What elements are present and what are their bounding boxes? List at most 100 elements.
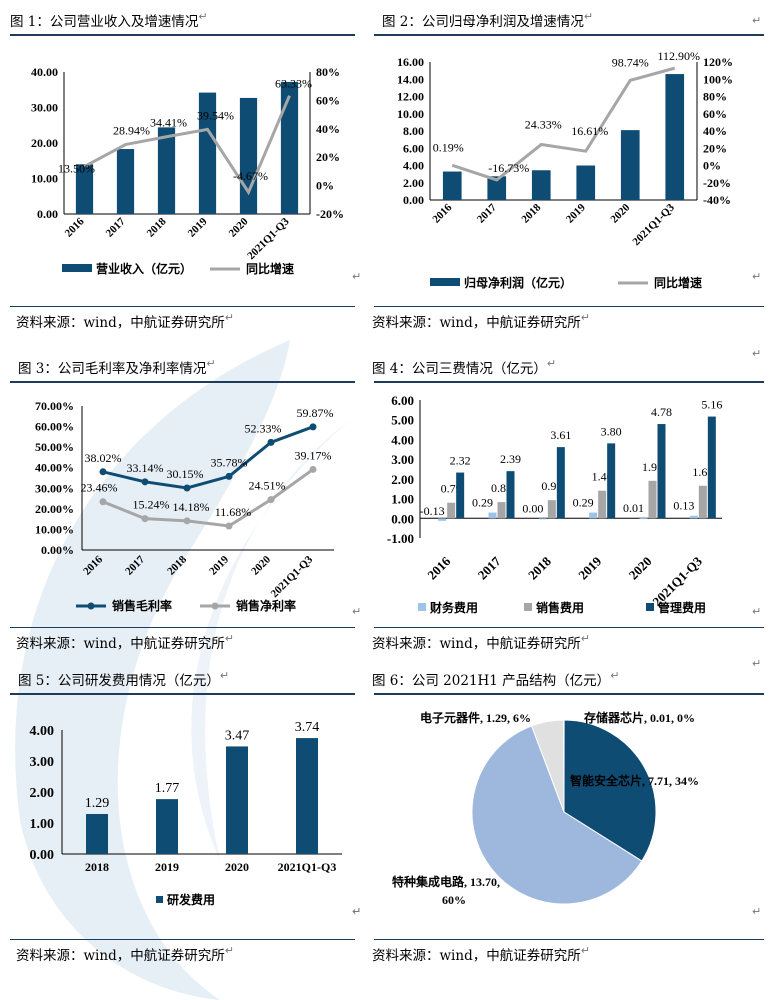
caption-rule xyxy=(374,693,764,695)
bar xyxy=(607,443,615,518)
y-tick-label: 1.00 xyxy=(391,492,414,507)
chart-margins: 0.00%10.00%20.00%30.00%40.00%50.00%60.00… xyxy=(0,386,372,624)
data-label: 52.33% xyxy=(245,421,282,435)
source-note-2: 资料来源：wind，中航证券研究所↵ xyxy=(372,311,581,331)
figure-caption-1: 图 1：公司营业收入及增速情况↵ xyxy=(10,10,198,30)
y-tick-label: 70.00% xyxy=(35,399,74,413)
data-label: 2.32 xyxy=(450,454,471,468)
x-tick-label: 2019 xyxy=(207,553,231,577)
series-marker xyxy=(184,484,191,491)
data-label: 23.46% xyxy=(81,481,118,495)
y-tick-label-right: 20% xyxy=(316,150,340,164)
x-tick-label: 2020 xyxy=(227,215,251,239)
data-label: -4.67% xyxy=(233,169,268,183)
x-tick-label: 2021Q1-Q3 xyxy=(278,860,337,874)
data-label: 30.15% xyxy=(167,467,204,481)
y-tick-label-left: 40.00 xyxy=(31,65,58,79)
x-tick-label: 2017 xyxy=(475,201,499,225)
y-tick-label-left: 20.00 xyxy=(31,136,58,150)
y-tick-label: 6.00 xyxy=(391,393,414,408)
source-rule xyxy=(10,627,355,628)
y-tick-label-right: 0% xyxy=(316,179,334,193)
bar xyxy=(649,481,657,518)
x-tick-label: 2019 xyxy=(155,860,179,874)
x-tick-label: 2017 xyxy=(475,553,504,582)
source-note-3: 资料来源：wind，中航证券研究所↵ xyxy=(16,632,225,652)
bar xyxy=(456,473,464,519)
y-tick-label: 2.00 xyxy=(391,472,414,487)
data-label: 3.61 xyxy=(550,428,571,442)
bar xyxy=(699,486,707,519)
source-note-4: 资料来源：wind，中航证券研究所↵ xyxy=(372,632,581,652)
series-marker xyxy=(142,478,149,485)
data-label: 33.14% xyxy=(127,461,164,475)
figure-caption-6: 图 6：公司 2021H1 产品结构（亿元）↵ xyxy=(372,669,610,689)
chart-net-profit: 0.002.004.006.008.0010.0012.0014.0016.00… xyxy=(372,40,772,302)
y-tick-label: 5.00 xyxy=(391,413,414,428)
x-tick-label: 2016 xyxy=(63,215,87,239)
data-label: 3.47 xyxy=(225,728,250,743)
y-tick-label: -1.00 xyxy=(387,531,414,546)
source-rule xyxy=(374,306,764,307)
series-marker xyxy=(100,498,107,505)
y-tick-label-right: 100% xyxy=(703,72,733,86)
bar xyxy=(548,500,556,518)
y-tick-label-right: 0% xyxy=(703,159,721,173)
data-label: 63.33% xyxy=(275,77,312,91)
y-tick-label-left: 12.00 xyxy=(397,90,424,104)
y-tick-label: 0.00% xyxy=(41,543,74,557)
data-label: 98.74% xyxy=(612,55,649,69)
y-tick-label: 3.00 xyxy=(391,452,414,467)
data-label: 3.80 xyxy=(601,424,622,438)
legend-label: 销售净利率 xyxy=(236,598,296,613)
y-tick-label: 0.00 xyxy=(391,511,414,526)
bar xyxy=(658,424,666,518)
legend-swatch xyxy=(156,896,163,903)
bar xyxy=(690,516,698,519)
data-label: 35.78% xyxy=(211,455,248,469)
bar xyxy=(589,513,597,519)
bar xyxy=(621,130,640,200)
x-tick-label: 2018 xyxy=(525,553,554,582)
bar xyxy=(539,518,547,519)
paragraph-mark: ↵ xyxy=(752,657,761,670)
y-tick-label-right: 40% xyxy=(316,122,340,136)
series-marker xyxy=(268,496,275,503)
data-label: -16.73% xyxy=(488,161,529,175)
y-tick-label-left: 4.00 xyxy=(403,159,424,173)
data-label: 0.19% xyxy=(433,140,464,154)
data-label: 4.78 xyxy=(651,405,672,419)
y-tick-label-right: 40% xyxy=(703,124,727,138)
data-label: 1.77 xyxy=(155,781,180,796)
caption-rule xyxy=(374,34,764,36)
y-tick-label-left: 14.00 xyxy=(397,72,424,86)
data-label: 0.01 xyxy=(623,501,644,515)
x-tick-label: 2018 xyxy=(145,215,169,239)
chart-product-structure: 智能安全芯片, 7.71, 34%特种集成电路, 13.70,60%电子元器件,… xyxy=(372,698,772,936)
bar xyxy=(438,518,446,521)
bar xyxy=(489,513,497,519)
chart-revenue: 0.0010.0020.0030.0040.00-20%0%20%40%60%8… xyxy=(0,40,372,302)
y-tick-label: 60.00% xyxy=(35,420,74,434)
data-label: 39.54% xyxy=(197,108,234,122)
y-tick-label-right: 80% xyxy=(316,65,340,79)
bar xyxy=(226,746,248,854)
data-label: 39.17% xyxy=(295,448,332,462)
y-tick-label-left: 8.00 xyxy=(403,124,424,138)
legend-marker xyxy=(212,603,219,610)
y-tick-label-left: 0.00 xyxy=(403,193,424,207)
series-marker xyxy=(310,466,317,473)
figure-caption-5: 图 5：公司研发费用情况（亿元）↵ xyxy=(18,669,220,689)
x-tick-label: 2016 xyxy=(430,201,454,225)
source-note-1: 资料来源：wind，中航证券研究所↵ xyxy=(16,311,225,331)
y-tick-label: 50.00% xyxy=(35,440,74,454)
data-label: 13.50% xyxy=(58,161,95,175)
y-tick-label: 1.00 xyxy=(30,817,55,832)
y-tick-label-left: 10.00 xyxy=(397,107,424,121)
bar xyxy=(86,814,108,854)
bar xyxy=(507,471,515,518)
y-tick-label-right: -40% xyxy=(703,193,731,207)
caption-rule xyxy=(10,34,355,36)
y-tick-label-right: 60% xyxy=(316,93,340,107)
paragraph-mark: ↵ xyxy=(752,14,761,27)
